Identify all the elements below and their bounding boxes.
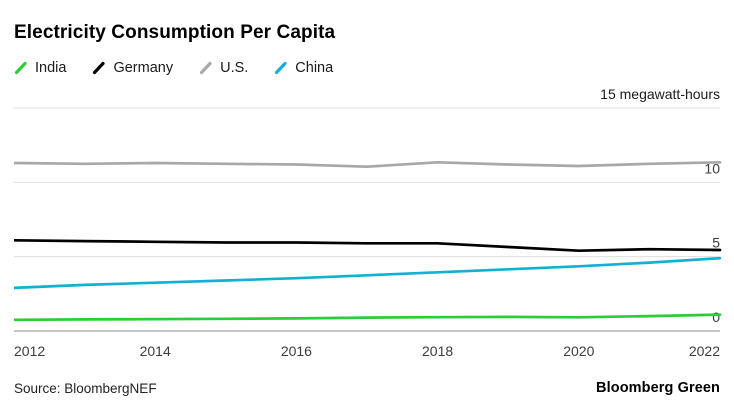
- legend-label: U.S.: [220, 60, 249, 76]
- chart-card: Electricity Consumption Per Capita India…: [14, 22, 722, 396]
- legend-swatch-icon: [199, 61, 212, 75]
- series-line-china: [14, 256, 722, 290]
- legend: India Germany U.S. China: [14, 60, 720, 76]
- legend-item-india: India: [14, 60, 66, 76]
- footer: Source: BloombergNEF Bloomberg Green: [14, 368, 720, 396]
- y-tick-label: 15 megawatt-hours: [600, 86, 720, 102]
- y-tick-label: 10: [704, 160, 720, 176]
- line-chart: 15 megawatt-hours 10 5 0 2012 2014 2016 2018 202…: [14, 78, 722, 368]
- legend-item-us: U.S.: [199, 60, 248, 76]
- legend-label: China: [295, 60, 334, 76]
- y-tick-label: 5: [712, 235, 720, 251]
- series-line-us: [14, 160, 722, 169]
- brand-logo: Bloomberg Green: [596, 380, 720, 396]
- series-line-germany: [14, 238, 722, 253]
- legend-label: India: [35, 60, 67, 76]
- legend-item-china: China: [274, 60, 333, 76]
- series-line-india: [14, 313, 722, 322]
- legend-label: Germany: [113, 60, 174, 76]
- x-tick-label: 2018: [422, 343, 453, 359]
- y-tick-label: 0: [712, 309, 720, 325]
- legend-swatch-icon: [275, 61, 287, 75]
- x-tick-label: 2012: [14, 343, 45, 359]
- legend-swatch-icon: [14, 61, 27, 75]
- x-tick-label: 2020: [563, 343, 594, 359]
- chart-canvas: 15 megawatt-hours 10 5 0 2012 2014 2016 2018 202…: [14, 86, 722, 359]
- x-tick-label: 2016: [281, 343, 312, 359]
- legend-item-germany: Germany: [92, 60, 173, 76]
- x-tick-label: 2014: [140, 343, 171, 359]
- source-label: Source: BloombergNEF: [14, 380, 157, 396]
- chart-title: Electricity Consumption Per Capita: [14, 22, 336, 43]
- legend-swatch-icon: [93, 61, 106, 75]
- x-tick-label: 2022: [689, 343, 720, 359]
